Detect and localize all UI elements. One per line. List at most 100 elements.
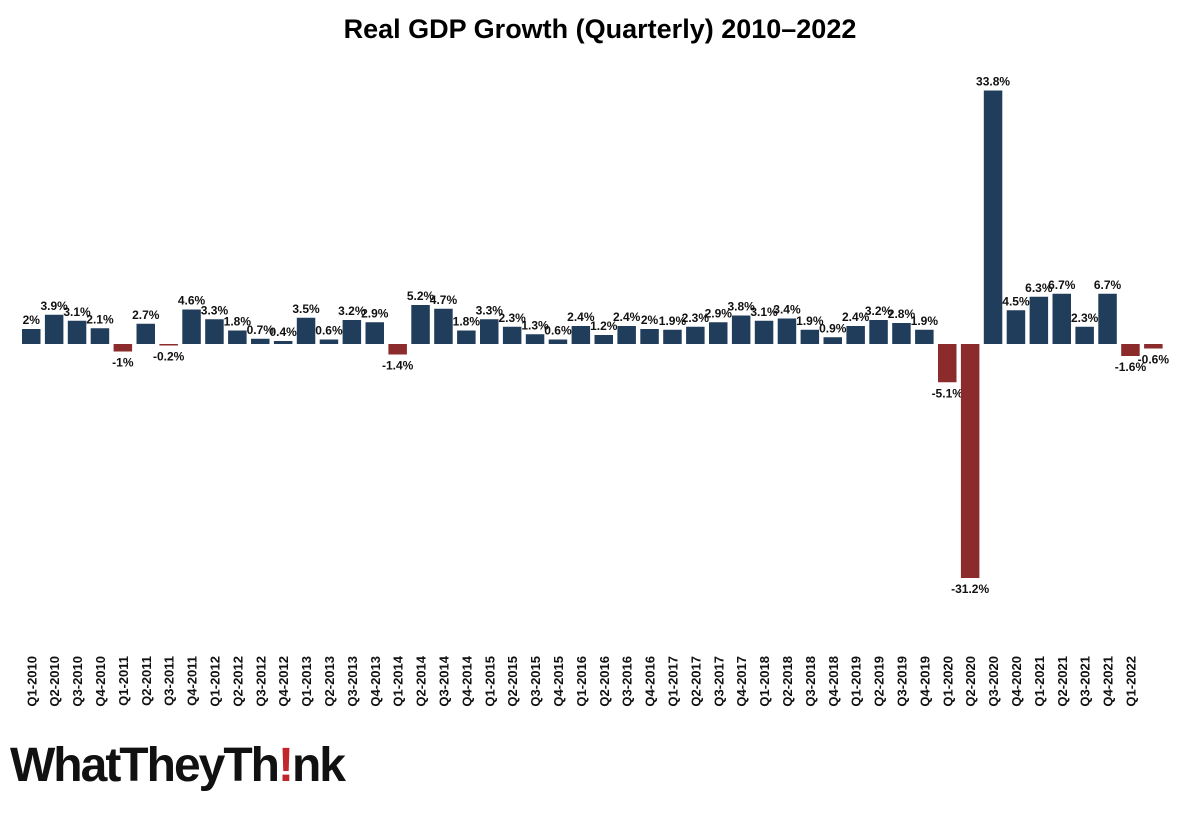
data-label: 6.3% xyxy=(1025,281,1053,295)
bar xyxy=(709,322,728,344)
bar xyxy=(548,339,568,344)
data-label: 6.7% xyxy=(1048,278,1076,292)
data-label: 2% xyxy=(23,313,41,327)
bar xyxy=(731,315,751,344)
data-label: -1.6% xyxy=(1115,360,1147,374)
bar xyxy=(686,326,705,344)
x-tick-label: Q1-2020 xyxy=(940,656,955,707)
logo-text-start: WhatTheyTh xyxy=(10,739,280,792)
x-tick-label: Q2-2020 xyxy=(963,656,978,707)
bar xyxy=(525,334,545,344)
bar xyxy=(640,329,659,344)
bar xyxy=(1029,296,1049,344)
bar xyxy=(480,319,499,344)
bar xyxy=(617,326,636,344)
bar xyxy=(869,320,888,344)
data-label: -5.1% xyxy=(932,386,964,400)
bar xyxy=(594,335,613,344)
x-tick-label: Q4-2010 xyxy=(93,656,108,707)
x-tick-label: Q1-2021 xyxy=(1032,656,1047,707)
bar xyxy=(342,320,362,344)
bar xyxy=(434,308,453,344)
x-tick-label: Q3-2015 xyxy=(528,656,543,707)
data-label: 0.6% xyxy=(544,324,572,338)
data-label: 2.3% xyxy=(682,311,710,325)
bar xyxy=(1098,293,1117,344)
data-label: 2% xyxy=(641,313,659,327)
bar xyxy=(365,322,384,344)
x-tick-label: Q1-2017 xyxy=(665,656,680,707)
x-tick-label: Q2-2012 xyxy=(230,656,245,707)
x-tick-label: Q2-2016 xyxy=(597,656,612,707)
x-tick-label: Q3-2013 xyxy=(345,656,360,707)
data-label: -31.2% xyxy=(951,582,989,596)
x-tick-label: Q4-2013 xyxy=(368,656,383,707)
bar xyxy=(67,320,87,344)
x-tick-label: Q3-2010 xyxy=(70,656,85,707)
data-label: 3.5% xyxy=(292,302,320,316)
data-label: 1.9% xyxy=(659,314,687,328)
x-tick-label: Q1-2018 xyxy=(757,656,772,707)
x-tick-label: Q2-2014 xyxy=(414,655,429,706)
x-tick-label: Q4-2019 xyxy=(917,656,932,707)
x-tick-label: Q4-2014 xyxy=(459,655,474,706)
data-label: 2.4% xyxy=(613,310,641,324)
bar xyxy=(44,314,64,344)
data-label: 0.9% xyxy=(819,321,847,335)
data-label: 3.1% xyxy=(750,305,778,319)
x-tick-label: Q4-2012 xyxy=(276,656,291,707)
x-tick-label: Q3-2017 xyxy=(711,656,726,707)
data-label: 2.4% xyxy=(567,310,595,324)
data-label: 6.7% xyxy=(1094,278,1122,292)
x-tick-label: Q1-2013 xyxy=(299,656,314,707)
bar xyxy=(22,329,41,344)
x-tick-label: Q2-2019 xyxy=(872,656,887,707)
data-label: 3.9% xyxy=(40,299,68,313)
x-tick-label: Q4-2018 xyxy=(826,656,841,707)
bar xyxy=(1144,344,1163,349)
data-label: 0.6% xyxy=(315,324,343,338)
x-tick-label: Q2-2015 xyxy=(505,656,520,707)
bar xyxy=(319,339,339,344)
x-tick-label: Q1-2016 xyxy=(574,656,589,707)
data-label: 2.7% xyxy=(132,308,160,322)
x-tick-label: Q1-2022 xyxy=(1123,656,1138,707)
bar xyxy=(113,344,133,352)
x-tick-label: Q4-2015 xyxy=(551,656,566,707)
x-tick-label: Q4-2020 xyxy=(1009,656,1024,707)
data-label: 3.8% xyxy=(727,300,755,314)
bar xyxy=(228,330,247,344)
x-tick-label: Q1-2015 xyxy=(482,656,497,707)
data-label: 3.1% xyxy=(63,305,91,319)
bar xyxy=(663,329,682,344)
bar xyxy=(411,305,430,344)
data-label: 1.8% xyxy=(453,315,481,329)
bar xyxy=(1006,310,1026,344)
data-label: 0.4% xyxy=(269,325,297,339)
data-label: 2.9% xyxy=(705,306,733,320)
data-label: 4.7% xyxy=(430,293,458,307)
bar xyxy=(90,328,110,344)
data-label: -0.6% xyxy=(1138,353,1170,367)
bar xyxy=(938,344,957,383)
gdp-bar-chart: 2% Q1-2010 3.9% Q2-2010 3.1% Q3-2010 2.1% Q4-20… xyxy=(22,75,1170,707)
logo-exclamation: ! xyxy=(277,739,294,792)
data-label: 2.4% xyxy=(842,310,870,324)
x-tick-label: Q3-2018 xyxy=(803,656,818,707)
x-tick-label: Q1-2014 xyxy=(391,655,406,706)
data-label: 1.3% xyxy=(521,318,549,332)
data-label: 4.6% xyxy=(178,294,206,308)
bar xyxy=(960,344,980,578)
bar xyxy=(296,317,316,344)
bar xyxy=(571,326,591,344)
data-label: 3.3% xyxy=(476,303,504,317)
x-tick-label: Q3-2014 xyxy=(436,655,451,706)
data-label: 2.3% xyxy=(498,311,526,325)
bar xyxy=(251,338,270,344)
bar xyxy=(823,337,842,344)
data-label: -1.4% xyxy=(382,359,414,373)
bar xyxy=(1075,326,1094,344)
bar xyxy=(273,341,293,344)
bar xyxy=(754,320,774,344)
data-label: 1.9% xyxy=(796,314,824,328)
